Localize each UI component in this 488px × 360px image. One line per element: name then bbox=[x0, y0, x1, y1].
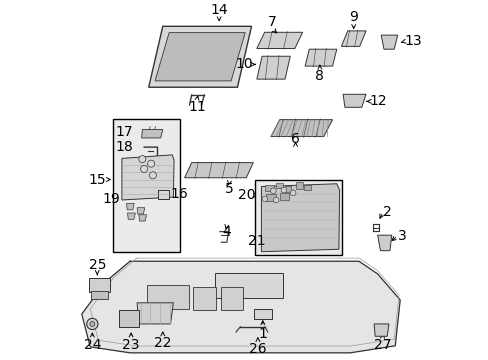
Text: 25: 25 bbox=[88, 258, 106, 272]
Bar bbox=[264, 185, 273, 191]
Polygon shape bbox=[137, 208, 144, 214]
Polygon shape bbox=[148, 26, 251, 87]
Text: 4: 4 bbox=[222, 225, 231, 239]
Text: 2: 2 bbox=[382, 205, 391, 219]
Bar bbox=[90, 291, 108, 298]
Bar bbox=[304, 185, 310, 190]
Text: 8: 8 bbox=[315, 68, 324, 82]
Text: 24: 24 bbox=[83, 338, 101, 352]
Bar bbox=[214, 273, 283, 297]
Bar bbox=[279, 193, 288, 200]
Circle shape bbox=[273, 197, 279, 203]
Text: 10: 10 bbox=[235, 57, 252, 71]
Polygon shape bbox=[126, 203, 134, 210]
Bar bbox=[276, 183, 283, 188]
Polygon shape bbox=[377, 235, 391, 251]
Circle shape bbox=[149, 172, 156, 179]
Circle shape bbox=[290, 190, 295, 196]
Circle shape bbox=[147, 160, 154, 167]
Text: 15: 15 bbox=[89, 172, 106, 186]
Circle shape bbox=[281, 187, 286, 193]
Text: 17: 17 bbox=[116, 125, 133, 139]
Bar bbox=[146, 285, 188, 309]
Text: 26: 26 bbox=[248, 342, 266, 356]
Polygon shape bbox=[184, 163, 253, 178]
Text: 5: 5 bbox=[224, 182, 233, 195]
Polygon shape bbox=[142, 130, 163, 138]
Text: 6: 6 bbox=[290, 132, 300, 146]
Text: 7: 7 bbox=[268, 15, 277, 29]
Polygon shape bbox=[270, 120, 332, 136]
Text: 21: 21 bbox=[247, 234, 265, 248]
Text: 27: 27 bbox=[373, 338, 390, 352]
Bar bbox=[119, 310, 139, 327]
Polygon shape bbox=[122, 155, 174, 200]
Bar bbox=[113, 119, 180, 252]
Polygon shape bbox=[343, 94, 366, 107]
Bar bbox=[220, 287, 243, 310]
Circle shape bbox=[262, 196, 267, 202]
Polygon shape bbox=[139, 215, 146, 221]
Text: 9: 9 bbox=[348, 10, 357, 24]
Circle shape bbox=[86, 318, 98, 329]
Text: 1: 1 bbox=[258, 327, 267, 341]
Text: 11: 11 bbox=[188, 100, 205, 114]
Text: 13: 13 bbox=[404, 35, 422, 49]
Polygon shape bbox=[137, 303, 173, 324]
Text: 19: 19 bbox=[102, 192, 120, 206]
Polygon shape bbox=[341, 31, 366, 46]
Polygon shape bbox=[256, 32, 302, 49]
Text: 22: 22 bbox=[154, 336, 171, 350]
Polygon shape bbox=[81, 261, 399, 353]
Polygon shape bbox=[373, 324, 388, 336]
Text: 18: 18 bbox=[116, 140, 133, 154]
Bar bbox=[285, 186, 291, 192]
Bar bbox=[265, 194, 276, 201]
Polygon shape bbox=[127, 213, 135, 219]
Bar bbox=[255, 180, 342, 255]
Polygon shape bbox=[256, 56, 290, 79]
Text: 16: 16 bbox=[170, 187, 188, 201]
Text: 23: 23 bbox=[122, 338, 140, 352]
Polygon shape bbox=[305, 49, 336, 66]
Text: 20: 20 bbox=[237, 188, 255, 202]
Polygon shape bbox=[380, 35, 397, 49]
Circle shape bbox=[270, 188, 276, 194]
Text: 12: 12 bbox=[369, 94, 386, 108]
Circle shape bbox=[90, 321, 95, 327]
Bar bbox=[89, 278, 110, 292]
Polygon shape bbox=[155, 33, 244, 81]
Bar bbox=[193, 287, 216, 310]
Text: 14: 14 bbox=[210, 3, 227, 17]
Bar bbox=[253, 309, 271, 319]
Text: 3: 3 bbox=[397, 229, 406, 243]
Circle shape bbox=[139, 156, 145, 163]
Circle shape bbox=[141, 166, 147, 172]
Bar bbox=[158, 190, 168, 199]
Polygon shape bbox=[261, 184, 339, 252]
Bar bbox=[295, 183, 303, 189]
